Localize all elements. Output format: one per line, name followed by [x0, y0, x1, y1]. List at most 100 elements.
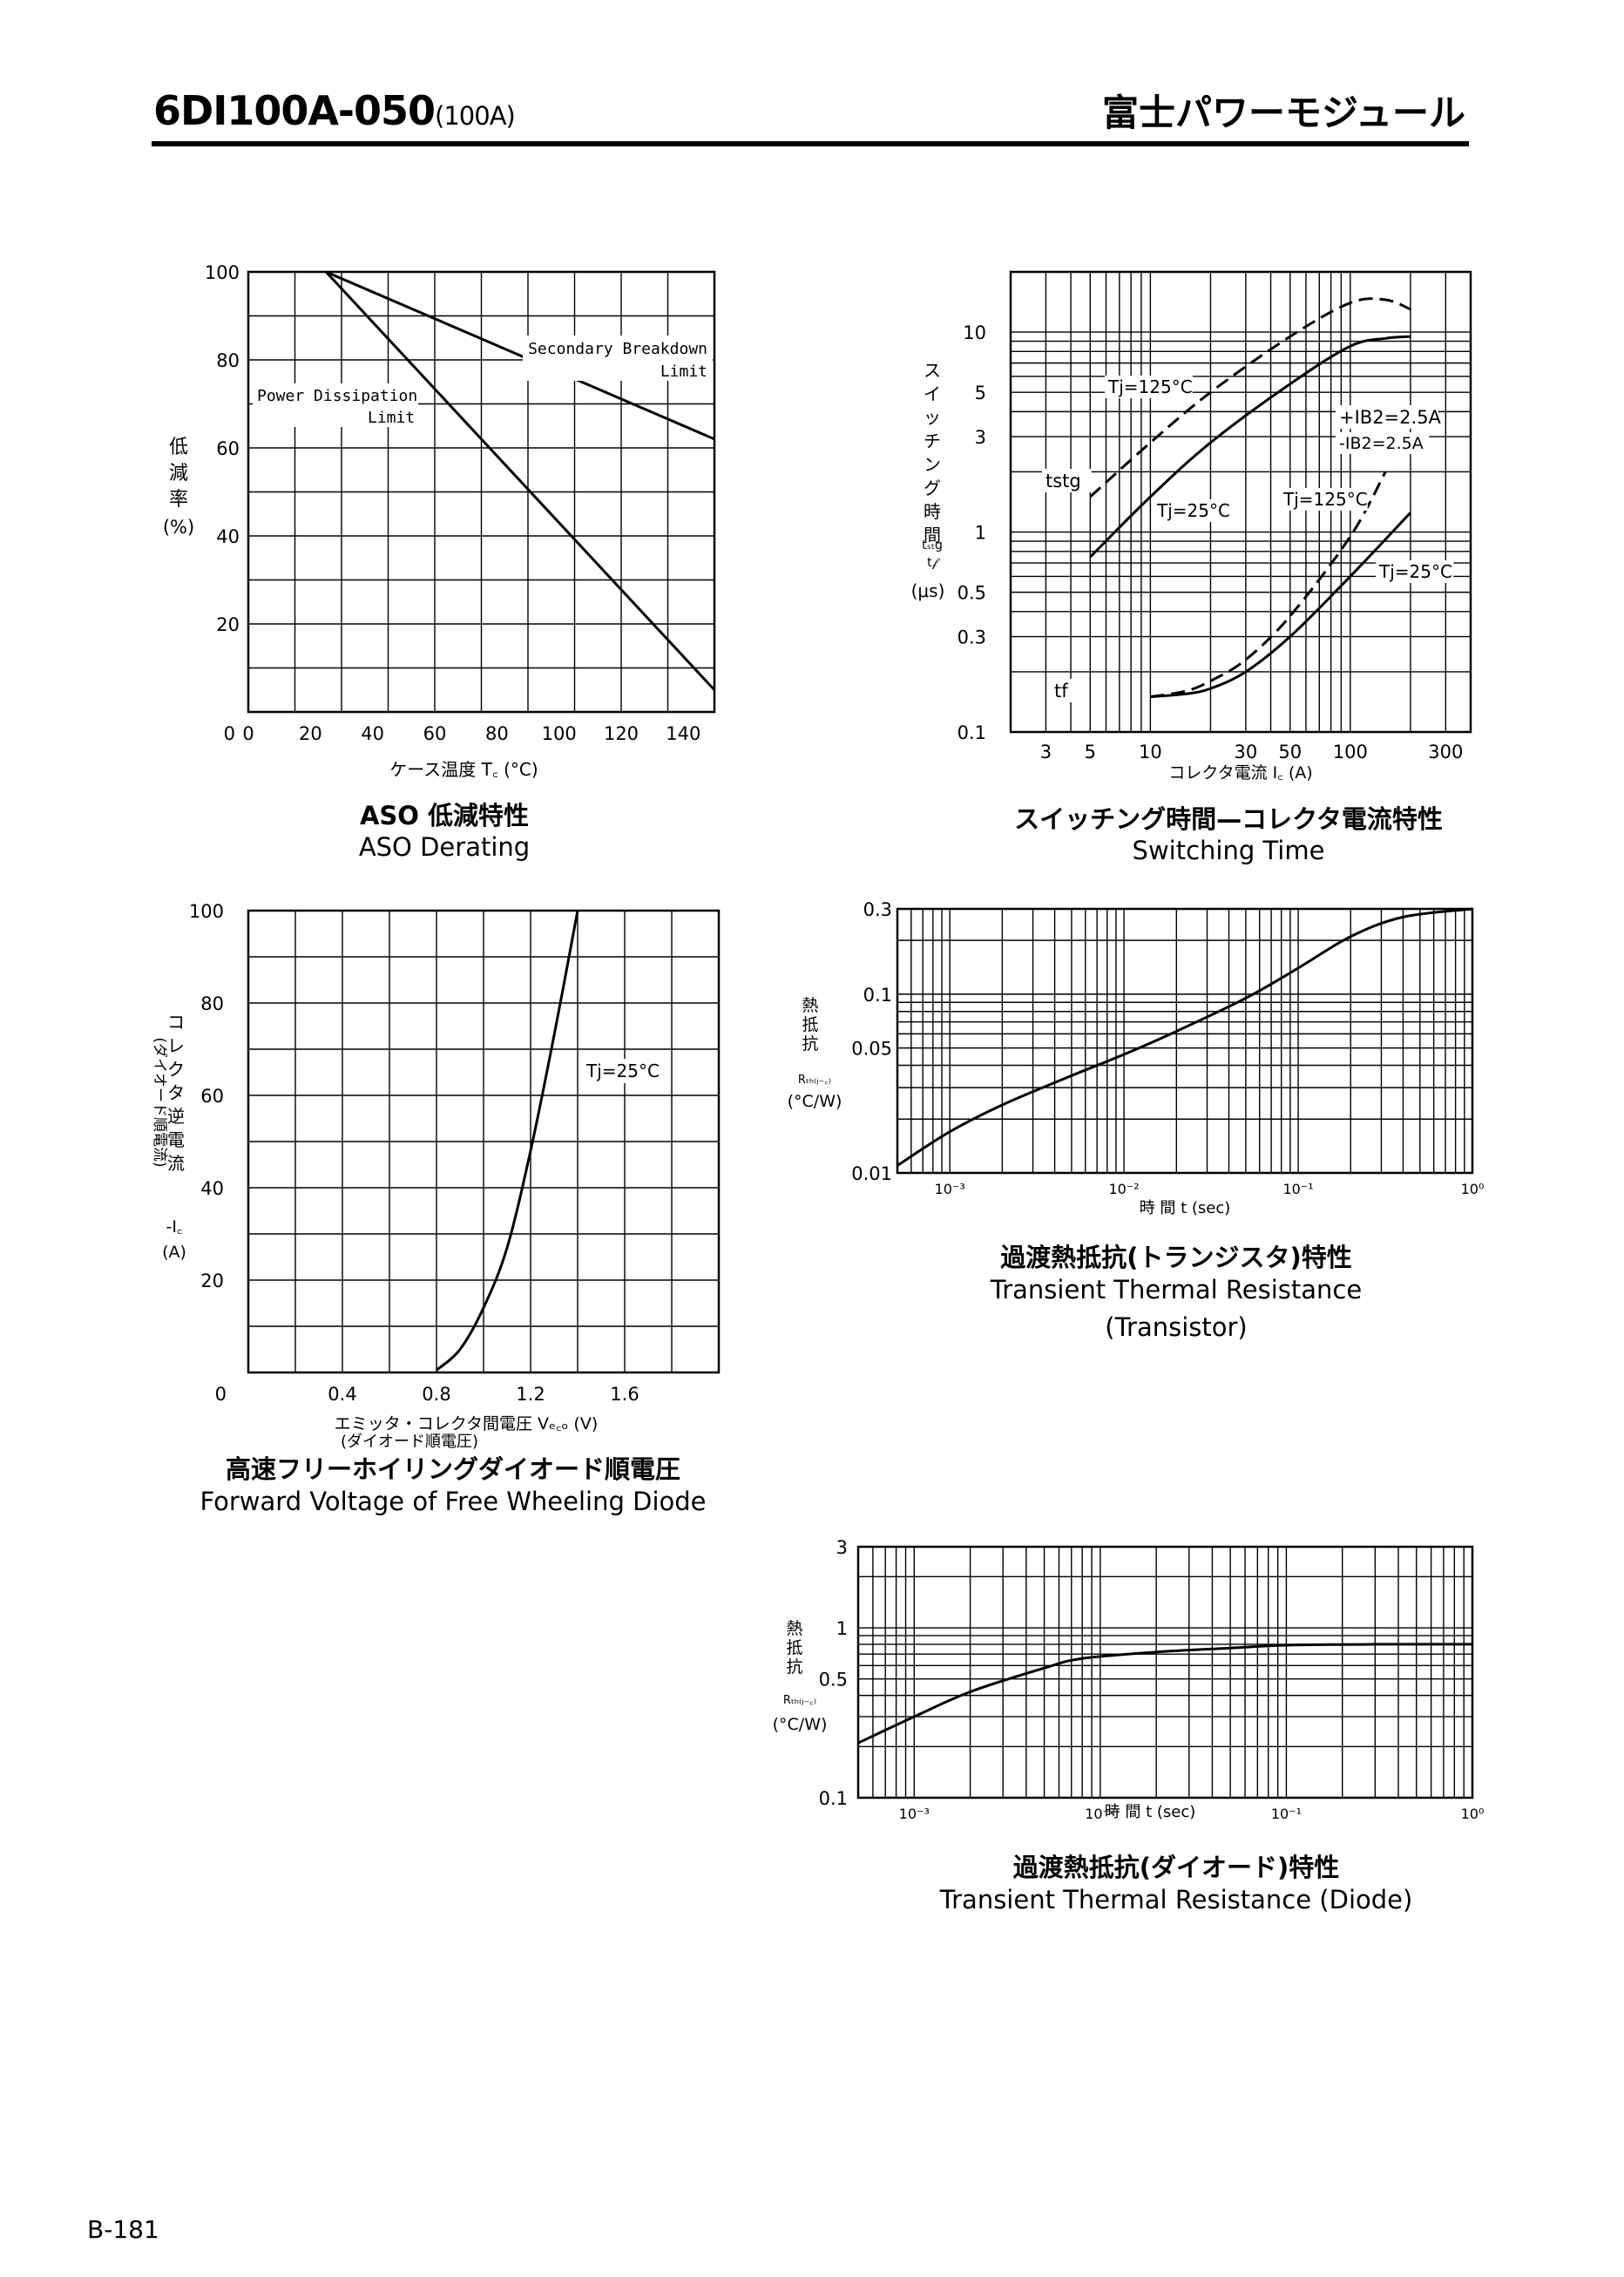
switching-ylabel: ス: [924, 360, 941, 381]
rth_tr-ylabel-sym: (°C/W): [788, 1092, 842, 1111]
rth-tr-subtitle: Transient Thermal Resistance: [990, 1275, 1363, 1305]
fwd-ylabel: 逆: [167, 1106, 185, 1127]
switching-annot: Tj=25°C: [1156, 500, 1230, 521]
fwd-ytick-label: 60: [200, 1086, 224, 1107]
fwd-subtitle: Forward Voltage of Free Wheeling Diode: [200, 1487, 707, 1516]
aso-ylabel: (%): [163, 517, 194, 538]
switching-ytick-label: 0.5: [957, 583, 986, 604]
aso-ytick-label: 20: [216, 614, 240, 635]
switching-series-3: [1150, 512, 1412, 699]
switching-annot: Tj=25°C: [1378, 561, 1452, 582]
rth_di-ylabel-sym: (°C/W): [773, 1715, 828, 1734]
brand-title: 富士パワーモジュール: [1101, 91, 1465, 134]
rth_di-ytick-label: 3: [836, 1537, 848, 1558]
rth_di-ytick-label: 0.1: [819, 1788, 848, 1809]
fwd-xtick-label: 0.8: [422, 1384, 450, 1405]
rth_tr-ylabel: 抵: [802, 1015, 818, 1034]
rth-tr-subtitle2: (Transistor): [1105, 1312, 1248, 1342]
fwd-xtick-label: 1.6: [610, 1384, 639, 1405]
switching-ylabel-sym: (μs): [911, 580, 945, 601]
fwd-annot-bg: [582, 1059, 669, 1083]
switching-title: スイッチング時間—コレクタ電流特性: [1014, 804, 1443, 834]
aso-series-1: [325, 270, 716, 691]
rth_di-ylabel: 抵: [786, 1638, 802, 1657]
fwd-xlabel2: (ダイオード順電圧): [341, 1433, 478, 1451]
rth_di-frame: [856, 1545, 1474, 1799]
aso-annot: Limit: [660, 363, 707, 381]
fwd-ylabel2: (ダイオード順電流): [151, 1037, 168, 1167]
switching-xtick-label: 30: [1235, 742, 1258, 762]
rth_tr-ytick-label: 0.1: [863, 985, 892, 1006]
rth_tr-xtick-label: 10⁻²: [1109, 1181, 1140, 1197]
switching-annot: tf: [1054, 681, 1068, 701]
rth_tr-ytick-label: 0.3: [863, 899, 892, 920]
switching-annot-bg: [1042, 469, 1092, 492]
model-number: 6DI100A-050: [153, 87, 436, 134]
aso-ytick-label: 100: [205, 262, 240, 283]
aso-xtick-label: 60: [423, 723, 447, 744]
switching-ylabel: チ: [924, 430, 941, 451]
switching-series-0: [1089, 297, 1411, 498]
switching-annot-bg: [1051, 679, 1079, 702]
switching-annot-bg: [1376, 560, 1454, 583]
aso-series-0: [325, 270, 715, 441]
switching-xlabel: コレクタ電流 I꜀ (A): [1168, 763, 1312, 783]
fwd-ylabel-sym: -I꜀: [166, 1217, 182, 1237]
aso-ylabel: 減: [169, 463, 188, 485]
switching-xtick-label: 50: [1278, 742, 1302, 762]
rth_di-xtick-label: 10⁻²: [1085, 1806, 1115, 1822]
aso-annot-bg: [523, 335, 713, 381]
switching-ylabel: イ: [924, 383, 941, 404]
rth_tr-ylabel: 抗: [802, 1034, 818, 1054]
fwd-ytick-label: 100: [189, 901, 224, 922]
rth_tr-ylabel-sym: Rₜₕ₍ⱼ₋꜀₎: [798, 1074, 831, 1087]
aso-xtick-label: 0: [242, 723, 254, 744]
switching-annot-bg: [1280, 488, 1368, 511]
aso-ytick-label: 60: [216, 438, 240, 459]
fwd-ylabel: レ: [167, 1035, 185, 1056]
switching-ytick-label: 0.3: [957, 627, 986, 648]
header-rule: [152, 141, 1469, 146]
switching-series-1: [1089, 335, 1411, 559]
switching-annot-bg: [1336, 405, 1438, 429]
switching-ylabel-sym: tₛₜg: [922, 539, 943, 552]
rth-di-subtitle: Transient Thermal Resistance (Diode): [939, 1885, 1413, 1914]
rth-tr-title: 過渡熱抵抗(トランジスタ)特性: [1000, 1243, 1352, 1272]
fwd-ylabel: タ: [167, 1082, 185, 1103]
switching-annot: +IB2=2.5A: [1339, 407, 1442, 428]
aso-ytick-label: 80: [216, 350, 240, 371]
switching-ylabel: ン: [924, 454, 941, 475]
switching-ylabel: 時: [924, 501, 941, 522]
aso-ylabel: 低: [169, 437, 188, 458]
rth_tr-xtick-label: 10⁰: [1461, 1181, 1485, 1197]
rth_di-series-0: [857, 1643, 1473, 1745]
rth_di-xtick-label: 10⁻³: [899, 1806, 930, 1822]
rth_di-xtick-label: 10⁰: [1461, 1806, 1485, 1822]
aso-title: ASO 低減特性: [359, 801, 530, 830]
aso-annot: Power Dissipation: [257, 387, 417, 405]
rth_di-ytick-label: 0.5: [819, 1670, 848, 1691]
fwd-xtick-label: 0.4: [328, 1384, 356, 1405]
switching-ylabel-sym: t𝒻: [927, 556, 940, 570]
rth_di-ytick-label: 1: [836, 1618, 848, 1639]
switching-annot: Tj=125°C: [1107, 376, 1193, 397]
switching-subtitle: Switching Time: [1132, 836, 1325, 865]
fwd-ylabel-sym: (A): [162, 1243, 186, 1262]
fwd-ylabel: 電: [167, 1129, 185, 1150]
switching-ylabel: グ: [924, 478, 941, 498]
fwd-annot: Tj=25°C: [585, 1061, 660, 1081]
switching-annot: tstg: [1045, 471, 1081, 491]
aso-xtick-label: 120: [604, 723, 639, 744]
aso-xtick-label: 80: [485, 723, 509, 744]
fwd-ylabel: 流: [167, 1153, 185, 1174]
fwd-ytick-label: 20: [200, 1271, 224, 1291]
model-title: 6DI100A-050(100A): [153, 87, 516, 134]
rth_di-ylabel: 抗: [786, 1657, 802, 1677]
aso-xlabel: ケース温度 T꜀ (°C): [389, 759, 538, 780]
aso-annot: Limit: [368, 409, 415, 427]
fwd-ytick-label: 80: [200, 993, 224, 1014]
switching-series-2: [1150, 471, 1387, 699]
switching-annot-bg: [1105, 376, 1193, 398]
rth_tr-xtick-label: 10⁻³: [935, 1181, 965, 1197]
model-rating: (100A): [435, 101, 516, 131]
